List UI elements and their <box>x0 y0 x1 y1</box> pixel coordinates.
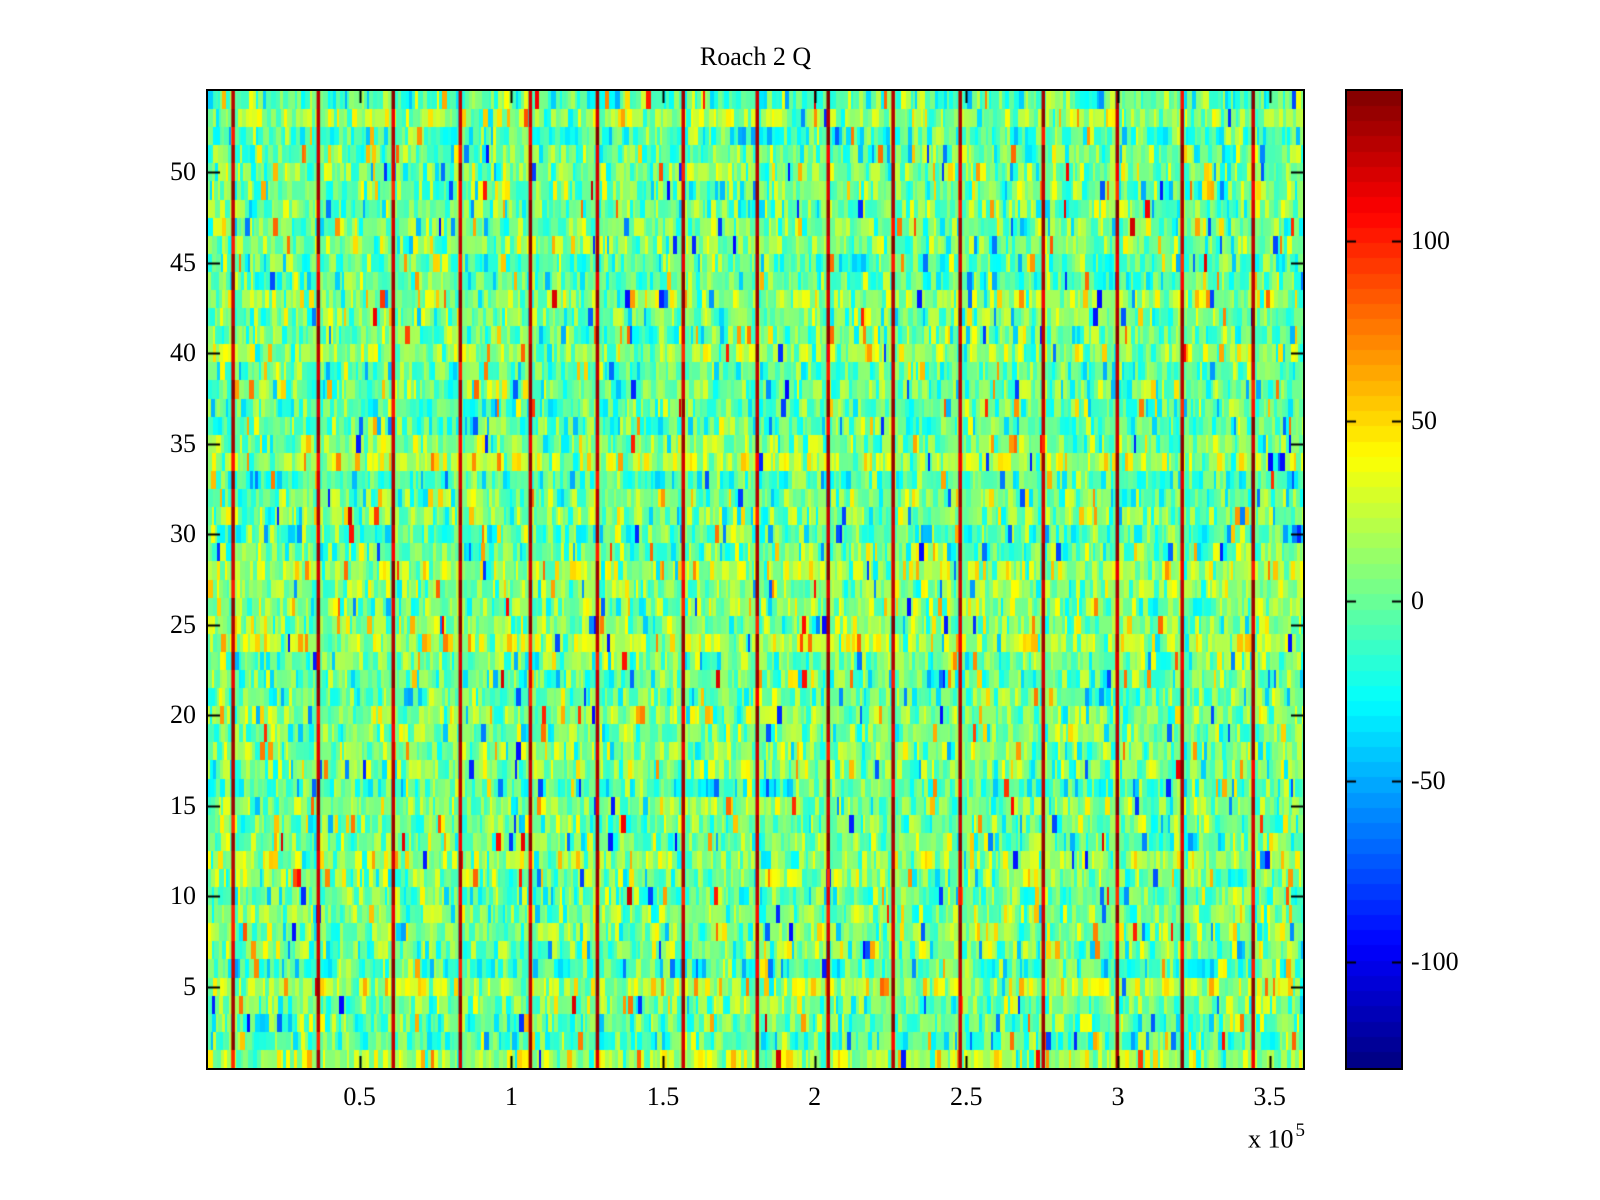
y-tick-label: 20 <box>170 700 196 730</box>
x-exponent-power: 5 <box>1295 1120 1306 1141</box>
y-tick-label: 35 <box>170 428 196 458</box>
y-tick-label: 25 <box>170 609 196 639</box>
x-axis-exponent-label: x 10 5 <box>1153 1120 1306 1155</box>
colorbar-canvas <box>1347 91 1401 1068</box>
colorbar-tick-label: -100 <box>1411 946 1459 976</box>
y-tick-label: 5 <box>183 971 196 1001</box>
x-tick-label: 2.5 <box>950 1082 983 1111</box>
x-tick-label: 3.5 <box>1253 1082 1286 1111</box>
y-tick-label: 30 <box>170 519 196 549</box>
x-exponent-prefix: x 10 <box>1248 1124 1294 1154</box>
x-tick-label: 0.5 <box>343 1082 376 1111</box>
colorbar-tick-label: 0 <box>1411 586 1424 616</box>
y-tick-label: 50 <box>170 157 196 187</box>
y-tick-label: 15 <box>170 790 196 820</box>
x-tick-label: 3 <box>1111 1082 1125 1111</box>
x-tick-label: 1 <box>504 1082 518 1111</box>
chart-title: Roach 2 Q <box>699 42 812 71</box>
x-tick-label: 2 <box>808 1082 822 1111</box>
x-tick-label: 1.5 <box>646 1082 680 1111</box>
y-tick-label: 45 <box>170 247 196 277</box>
colorbar-tick-label: 100 <box>1411 225 1450 255</box>
y-tick-label: 10 <box>170 881 196 911</box>
plot-area <box>206 89 1305 1070</box>
colorbar-tick-label: -50 <box>1411 766 1446 796</box>
y-tick-label: 40 <box>170 338 196 368</box>
heatmap-canvas <box>208 91 1303 1068</box>
colorbar <box>1345 89 1403 1070</box>
colorbar-tick-label: 50 <box>1411 405 1437 435</box>
